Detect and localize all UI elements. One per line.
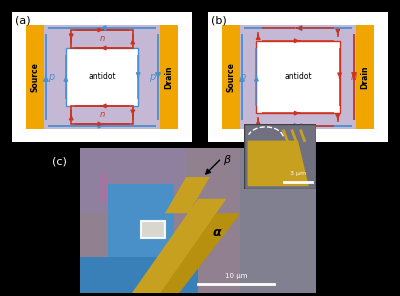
Polygon shape [132,199,226,293]
Text: β: β [223,155,230,165]
Text: (c): (c) [52,157,67,167]
Text: α: α [212,226,221,239]
Bar [222,25,374,129]
Bar [108,184,174,264]
Polygon shape [165,177,210,213]
Polygon shape [248,141,309,186]
FancyBboxPatch shape [99,174,108,203]
Text: n: n [99,110,105,120]
Text: Source: Source [227,62,236,92]
Text: p: p [150,72,156,82]
Bar [26,25,44,129]
Bar [80,148,186,213]
FancyBboxPatch shape [141,221,165,238]
Text: antidot: antidot [284,73,312,81]
Text: n: n [351,72,357,82]
Bar [66,48,138,106]
Bar [26,25,178,129]
Text: Source: Source [31,62,40,92]
Bar [71,30,133,48]
Text: 10 μm: 10 μm [224,273,247,279]
Text: p: p [239,72,245,82]
Text: n: n [99,34,105,44]
Text: Drain: Drain [360,65,369,89]
Bar [222,25,240,129]
Text: antidot: antidot [88,73,116,81]
Bar [80,257,198,293]
Text: p: p [48,72,54,82]
Bar [160,25,178,129]
Bar [240,148,316,293]
Bar [356,25,374,129]
Text: (a): (a) [15,15,31,25]
Text: (b): (b) [211,15,227,25]
Text: Drain: Drain [164,65,173,89]
Polygon shape [151,213,240,293]
Bar [71,106,133,124]
Bar [256,41,340,113]
Text: 3 μm: 3 μm [290,171,306,176]
